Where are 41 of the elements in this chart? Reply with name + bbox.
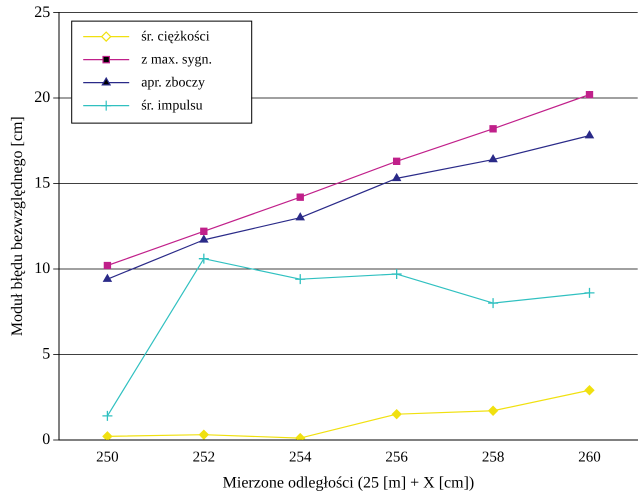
- point: [392, 158, 400, 165]
- legend-label: z max. sygn.: [141, 52, 212, 68]
- point: [198, 430, 209, 440]
- point: [103, 274, 112, 282]
- legend-label: apr. zboczy: [141, 75, 205, 90]
- point: [391, 268, 402, 280]
- x-axis-title: Mierzone odległości (25 [m] + X [cm]): [222, 474, 474, 492]
- point: [489, 125, 497, 132]
- point: [102, 431, 112, 440]
- point: [488, 406, 498, 416]
- y-tick-label: 25: [34, 4, 50, 21]
- point: [198, 253, 210, 264]
- point: [200, 228, 208, 236]
- x-tick-label: 250: [96, 450, 119, 466]
- x-tick-label: 260: [578, 450, 601, 466]
- point: [488, 154, 498, 162]
- x-tick-label: 252: [192, 450, 216, 466]
- point: [586, 90, 594, 98]
- y-tick-label: 0: [42, 431, 50, 448]
- point: [296, 193, 304, 201]
- point: [584, 287, 596, 298]
- legend-label: śr. ciężkości: [141, 29, 210, 44]
- point: [487, 297, 499, 309]
- point: [294, 274, 306, 285]
- y-tick-label: 20: [34, 89, 50, 106]
- point: [392, 409, 402, 420]
- x-tick-label: 256: [385, 450, 408, 466]
- y-tick-label: 15: [34, 174, 50, 192]
- x-tick-label: 258: [482, 450, 504, 466]
- y-tick-label: 5: [42, 346, 50, 363]
- point: [392, 173, 402, 182]
- point: [296, 212, 305, 220]
- point: [584, 385, 594, 396]
- y-tick-label: 10: [34, 260, 50, 278]
- y-axis-title: Moduł błędu bezwzględnego [cm]: [8, 116, 26, 336]
- point: [102, 410, 114, 422]
- point: [585, 130, 594, 138]
- point: [104, 262, 112, 270]
- x-tick-label: 254: [288, 450, 312, 466]
- point: [199, 234, 208, 243]
- legend-label: śr. impulsu: [141, 98, 203, 114]
